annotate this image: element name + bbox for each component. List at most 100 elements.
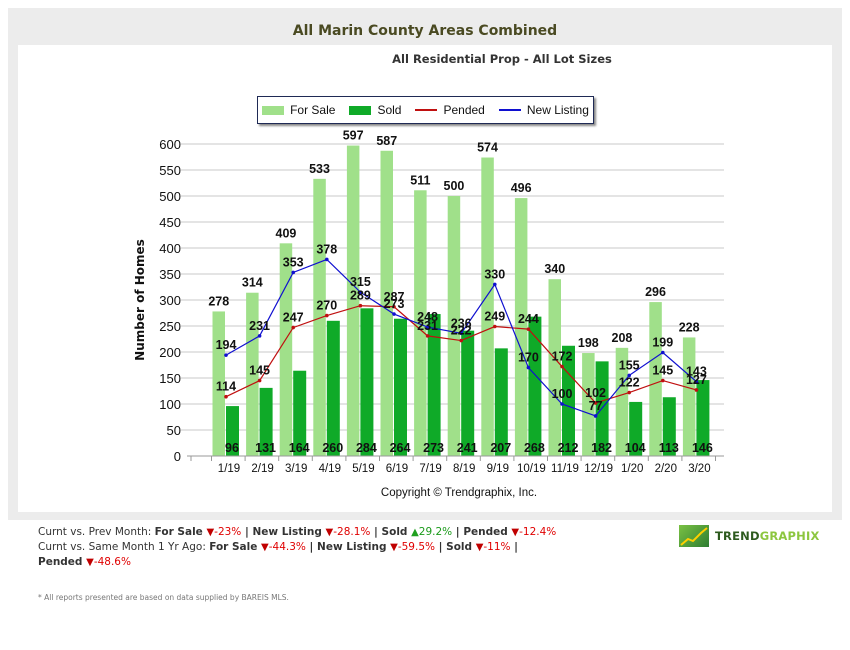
label-pended: 145 [249, 364, 270, 378]
chart-legend: For Sale Sold Pended New Listing [257, 96, 594, 124]
label-pended: 247 [283, 311, 304, 325]
bar-sold [461, 330, 475, 456]
legend-swatch-pended [415, 109, 438, 111]
triangle-down-icon: ▼ [390, 542, 398, 553]
line-new-listing-point [358, 290, 363, 295]
label-sold: 268 [524, 441, 545, 455]
y-tick-label: 600 [159, 137, 181, 152]
stat-value: -48.6% [93, 556, 131, 568]
x-tick-label: 10/19 [517, 463, 546, 475]
axes: 0 50 100 150 200 250 300 350 400 450 500 550 600 1/19… [159, 137, 724, 475]
y-tick-label: 550 [159, 163, 181, 178]
label-pended: 172 [552, 350, 573, 364]
label-pended: 222 [451, 324, 472, 338]
label-for-sale: 597 [343, 129, 364, 143]
x-tick-label: 8/19 [453, 463, 475, 475]
bar-for-sale [481, 157, 494, 456]
line-pended-point [425, 334, 430, 338]
separator: | [434, 541, 447, 553]
stats-prev-month: Curnt vs. Prev Month: For Sale ▼-23% | N… [38, 525, 558, 540]
bar-sold [226, 406, 239, 456]
line-pended-point [257, 378, 262, 383]
stat-value: -44.3% [268, 541, 306, 553]
chart-subtitle: All Residential Prop - All Lot Sizes [392, 52, 612, 66]
stat-metric-name: Pended [463, 526, 512, 538]
x-tick-label: 9/19 [487, 463, 509, 475]
label-sold: 273 [423, 441, 444, 455]
x-tick-label: 5/19 [352, 463, 374, 475]
stat-value: -23% [214, 526, 242, 538]
data-labels: 278 314 409 533 597 587 511 500 574 496 340 198 208 2… [208, 129, 713, 455]
stat-value: 29.2% [418, 526, 453, 538]
line-pended-point [560, 364, 564, 369]
legend-item-sold: Sold [349, 103, 401, 117]
trendgraphix-logo: TRENDGRAPHIX [679, 525, 820, 547]
bar-for-sale [615, 347, 629, 456]
bar-sold [528, 316, 542, 456]
bar-sold [394, 318, 407, 456]
label-pended: 244 [518, 312, 539, 326]
y-tick-label: 450 [159, 215, 181, 230]
y-tick-label: 300 [159, 293, 181, 308]
label-sold: 212 [558, 441, 579, 455]
label-sold: 131 [255, 441, 276, 455]
bar-sold [494, 348, 508, 456]
separator: | [305, 541, 318, 553]
bar-for-sale [313, 178, 326, 456]
label-pended: 270 [316, 299, 337, 313]
line-new-listing-point [627, 373, 631, 378]
line-new-listing-point [593, 414, 598, 418]
label-for-sale: 340 [544, 262, 565, 276]
logo-text-part1: TREND [715, 529, 760, 543]
label-sold: 113 [659, 441, 679, 455]
label-for-sale: 409 [276, 226, 297, 240]
y-tick-label: 350 [159, 267, 181, 282]
bar-sold [427, 314, 441, 456]
line-pended-point [627, 390, 631, 395]
y-axis-label: Number of Homes [133, 239, 147, 361]
label-new-listing: 236 [451, 316, 472, 330]
y-tick-label: 0 [174, 449, 181, 464]
stat-metric-name: Sold [446, 541, 476, 553]
legend-item-for-sale: For Sale [262, 103, 335, 117]
label-new-listing: 231 [249, 319, 270, 333]
stat-metric-name: New Listing [252, 526, 326, 538]
y-tick-label: 500 [159, 189, 181, 204]
bar-for-sale [246, 292, 259, 456]
legend-label: For Sale [290, 103, 336, 117]
bar-sold [293, 370, 307, 456]
stat-metric-name: For Sale [209, 541, 262, 553]
label-for-sale: 296 [645, 285, 666, 299]
x-tick-label: 7/19 [419, 463, 441, 475]
label-pended: 102 [585, 386, 606, 400]
bar-sold [629, 401, 643, 456]
label-for-sale: 314 [242, 276, 263, 290]
label-new-listing: 155 [619, 358, 640, 372]
line-new-listing-point [325, 257, 329, 262]
label-sold: 241 [457, 441, 478, 455]
bar-for-sale [380, 150, 393, 456]
label-new-listing: 143 [686, 365, 707, 379]
x-tick-label: 2/19 [251, 463, 273, 475]
x-tick-label: 1/19 [218, 463, 240, 475]
x-tick-label: 4/19 [319, 463, 341, 475]
bar-for-sale [514, 198, 528, 456]
line-new-listing-point [224, 353, 228, 357]
stats-label: Curnt vs. Same Month 1 Yr Ago: [38, 541, 210, 553]
label-sold: 260 [322, 441, 343, 455]
y-tick-label: 100 [159, 397, 181, 412]
triangle-down-icon: ▼ [325, 527, 334, 538]
label-pended: 231 [417, 319, 438, 333]
x-tick-label: 12/19 [584, 463, 613, 475]
y-tick-label: 150 [159, 371, 181, 386]
bars [212, 145, 710, 456]
label-sold: 264 [390, 441, 411, 455]
legend-item-new-listing: New Listing [498, 103, 589, 117]
label-sold: 207 [490, 441, 511, 455]
stat-metric-name: For Sale [154, 526, 207, 538]
legend-swatch-for-sale [262, 105, 285, 115]
line-pended-point [493, 324, 497, 329]
label-pended: 122 [619, 376, 640, 390]
label-for-sale: 496 [511, 181, 532, 195]
label-sold: 164 [289, 441, 310, 455]
